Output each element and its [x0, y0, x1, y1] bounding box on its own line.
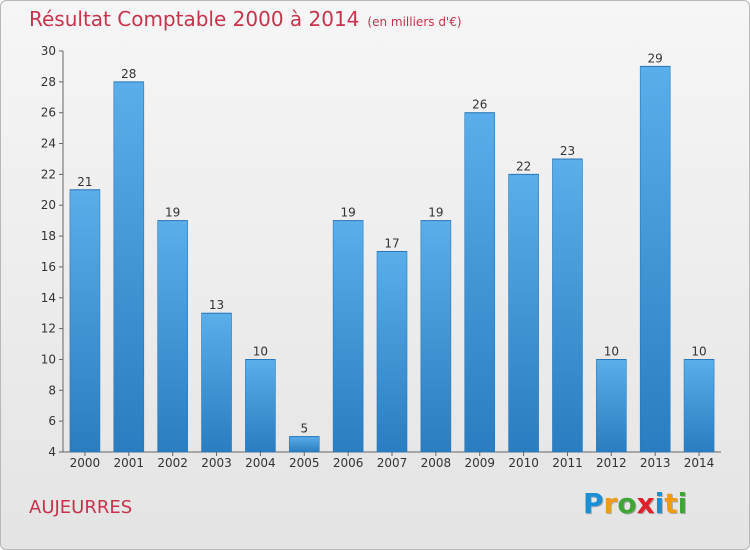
y-tick-label: 10 [41, 352, 56, 366]
bar [332, 220, 364, 453]
x-tick-label: 2001 [114, 456, 145, 470]
x-tick-label: 2005 [289, 456, 320, 470]
chart-title-text: Résultat Comptable 2000 à 2014 [29, 7, 360, 31]
chart-title: Résultat Comptable 2000 à 2014 (en millie… [29, 7, 462, 31]
x-tick-label: 2000 [70, 456, 101, 470]
y-tick-label: 30 [41, 44, 56, 58]
bar [201, 312, 232, 453]
x-tick-label: 2014 [684, 456, 715, 470]
y-tick-label: 4 [48, 445, 56, 459]
logo-letter: t [664, 487, 678, 520]
data-label: 19 [165, 206, 180, 220]
data-label: 21 [77, 175, 92, 189]
x-tick-label: 2011 [552, 456, 583, 470]
bar [464, 112, 496, 453]
x-tick-label: 2010 [508, 456, 539, 470]
data-label: 23 [560, 144, 575, 158]
y-tick-label: 8 [48, 383, 56, 397]
y-tick-label: 14 [41, 291, 56, 305]
data-label: 29 [648, 51, 663, 65]
x-tick-label: 2013 [640, 456, 671, 470]
chart-subtitle: (en milliers d'€) [367, 15, 462, 29]
data-label: 19 [428, 206, 443, 220]
data-label: 5 [300, 422, 308, 436]
y-tick-label: 28 [41, 75, 56, 89]
data-label: 22 [516, 159, 531, 173]
data-label: 13 [209, 298, 224, 312]
logo-letter: r [603, 487, 618, 520]
proxiti-logo[interactable]: Proxiti [583, 487, 687, 520]
bar [508, 174, 539, 453]
logo-letter: x [636, 487, 655, 520]
x-tick-label: 2008 [421, 456, 452, 470]
x-tick-label: 2002 [157, 456, 188, 470]
y-tick-label: 6 [48, 414, 56, 428]
y-tick-label: 16 [41, 260, 56, 274]
bar [69, 189, 101, 453]
data-label: 10 [691, 344, 706, 358]
x-tick-label: 2004 [245, 456, 276, 470]
bar [639, 66, 671, 453]
logo-letter: i [654, 487, 665, 520]
commune-name: AUJEURRES [29, 497, 133, 518]
logo-letter: P [583, 487, 604, 520]
logo-letter: i [677, 487, 688, 520]
data-label: 17 [384, 237, 399, 251]
bar [552, 158, 583, 453]
bar [245, 359, 276, 453]
x-tick-label: 2009 [464, 456, 495, 470]
data-label: 10 [604, 344, 619, 358]
x-tick-label: 2012 [596, 456, 627, 470]
data-label: 19 [340, 206, 355, 220]
y-tick-label: 20 [41, 198, 56, 212]
data-label: 28 [121, 67, 136, 81]
y-tick-label: 12 [41, 322, 56, 336]
bar [376, 251, 408, 453]
y-tick-label: 18 [41, 229, 56, 243]
x-tick-label: 2006 [333, 456, 364, 470]
data-label: 26 [472, 98, 487, 112]
bar [596, 359, 627, 453]
bar [683, 359, 715, 453]
x-tick-label: 2003 [201, 456, 232, 470]
y-tick-label: 24 [41, 137, 56, 151]
bar [288, 436, 320, 453]
data-label: 10 [253, 344, 268, 358]
logo-letter: o [617, 487, 637, 520]
bar [420, 220, 452, 453]
bar [113, 81, 145, 453]
x-tick-label: 2007 [377, 456, 408, 470]
y-tick-label: 22 [41, 167, 56, 181]
bar [157, 220, 188, 453]
y-tick-label: 26 [41, 106, 56, 120]
